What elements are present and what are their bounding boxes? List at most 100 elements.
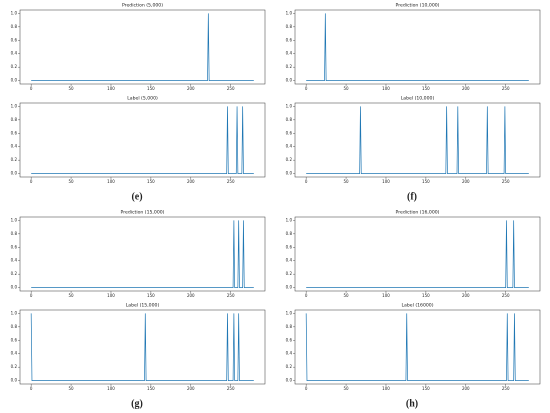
y-tick-label: 0.0 <box>286 171 293 176</box>
y-tick-label: 0.6 <box>11 337 18 342</box>
x-tick-label: 150 <box>147 386 155 391</box>
line-series <box>31 106 254 174</box>
y-tick-label: 0.6 <box>286 337 293 342</box>
y-tick-label: 0.0 <box>11 171 18 176</box>
x-tick-label: 250 <box>502 386 510 391</box>
y-tick-label: 1.0 <box>286 310 293 315</box>
chart-title: Prediction (16,000) <box>396 210 440 216</box>
y-tick-label: 0.2 <box>286 271 293 276</box>
y-tick-label: 0.4 <box>286 351 293 356</box>
y-tick-label: 0.8 <box>286 231 293 236</box>
chart-title: Label (16000) <box>401 303 433 309</box>
y-tick-label: 0.0 <box>286 378 293 383</box>
y-tick-label: 0.8 <box>286 117 293 122</box>
y-tick-label: 0.6 <box>286 130 293 135</box>
x-tick-label: 100 <box>382 386 390 391</box>
y-tick-label: 0.8 <box>286 324 293 329</box>
x-tick-label: 50 <box>344 293 350 298</box>
x-tick-label: 250 <box>502 179 510 184</box>
x-tick-label: 0 <box>305 86 308 91</box>
y-tick-label: 1.0 <box>286 217 293 222</box>
y-tick-label: 0.4 <box>11 51 18 56</box>
y-tick-label: 0.4 <box>11 144 18 149</box>
y-tick-label: 0.2 <box>11 157 18 162</box>
panel-caption: (f) <box>407 191 417 202</box>
plot-frame <box>294 9 541 85</box>
x-tick-label: 0 <box>30 386 33 391</box>
x-tick-label: 250 <box>227 86 235 91</box>
x-tick-label: 150 <box>147 86 155 91</box>
y-tick-label: 0.6 <box>286 244 293 249</box>
line-series <box>31 13 254 81</box>
y-tick-label: 0.6 <box>11 37 18 42</box>
plot-frame <box>294 216 541 292</box>
y-tick-label: 1.0 <box>11 310 18 315</box>
plot-frame <box>19 309 266 385</box>
plot-frame <box>19 102 266 178</box>
y-tick-label: 0.2 <box>286 364 293 369</box>
y-tick-label: 0.0 <box>286 78 293 83</box>
panel-caption: (h) <box>406 398 418 409</box>
y-tick-label: 0.0 <box>11 285 18 290</box>
x-tick-label: 50 <box>344 179 350 184</box>
y-tick-label: 1.0 <box>11 103 18 108</box>
x-tick-label: 200 <box>462 293 470 298</box>
y-tick-label: 0.4 <box>11 351 18 356</box>
y-tick-label: 0.4 <box>286 51 293 56</box>
y-tick-label: 0.2 <box>286 157 293 162</box>
x-tick-label: 200 <box>187 86 195 91</box>
y-tick-label: 0.2 <box>11 64 18 69</box>
y-tick-label: 1.0 <box>11 10 18 15</box>
y-tick-label: 1.0 <box>11 217 18 222</box>
x-tick-label: 50 <box>344 86 350 91</box>
chart-title: Prediction (15,000) <box>121 210 165 216</box>
chart-title: Prediction (10,000) <box>396 3 440 9</box>
y-tick-label: 0.2 <box>11 364 18 369</box>
line-series <box>30 313 254 381</box>
line-series <box>31 220 254 288</box>
y-tick-label: 0.8 <box>11 24 18 29</box>
x-tick-label: 150 <box>422 386 430 391</box>
x-tick-label: 250 <box>502 293 510 298</box>
x-tick-label: 0 <box>305 293 308 298</box>
y-tick-label: 0.8 <box>11 117 18 122</box>
x-tick-label: 50 <box>69 386 75 391</box>
y-tick-label: 0.8 <box>11 231 18 236</box>
x-tick-label: 150 <box>422 179 430 184</box>
plot-frame <box>19 216 266 292</box>
x-tick-label: 200 <box>462 86 470 91</box>
x-tick-label: 150 <box>422 86 430 91</box>
x-tick-label: 100 <box>107 179 115 184</box>
x-tick-label: 0 <box>30 86 33 91</box>
x-tick-label: 250 <box>227 293 235 298</box>
chart-title: Label (10,000) <box>401 96 435 102</box>
x-tick-label: 150 <box>422 293 430 298</box>
x-tick-label: 0 <box>305 179 308 184</box>
x-tick-label: 0 <box>305 386 308 391</box>
x-tick-label: 50 <box>69 86 75 91</box>
plot-frame <box>294 309 541 385</box>
y-tick-label: 0.0 <box>11 78 18 83</box>
x-tick-label: 200 <box>187 179 195 184</box>
x-tick-label: 100 <box>107 386 115 391</box>
panel-caption: (e) <box>131 191 142 202</box>
y-tick-label: 1.0 <box>286 103 293 108</box>
plot-frame <box>294 102 541 178</box>
y-tick-label: 1.0 <box>286 10 293 15</box>
panel-caption: (g) <box>131 398 143 409</box>
plot-frame <box>19 9 266 85</box>
x-tick-label: 100 <box>382 293 390 298</box>
x-tick-label: 0 <box>30 293 33 298</box>
x-tick-label: 50 <box>344 386 350 391</box>
y-tick-label: 0.6 <box>11 130 18 135</box>
y-tick-label: 0.0 <box>286 285 293 290</box>
x-tick-label: 100 <box>382 86 390 91</box>
x-tick-label: 100 <box>107 86 115 91</box>
y-tick-label: 0.6 <box>286 37 293 42</box>
y-tick-label: 0.4 <box>11 258 18 263</box>
x-tick-label: 150 <box>147 293 155 298</box>
chart-title: Label (5,000) <box>127 96 158 102</box>
y-tick-label: 0.6 <box>11 244 18 249</box>
y-tick-label: 0.4 <box>286 258 293 263</box>
